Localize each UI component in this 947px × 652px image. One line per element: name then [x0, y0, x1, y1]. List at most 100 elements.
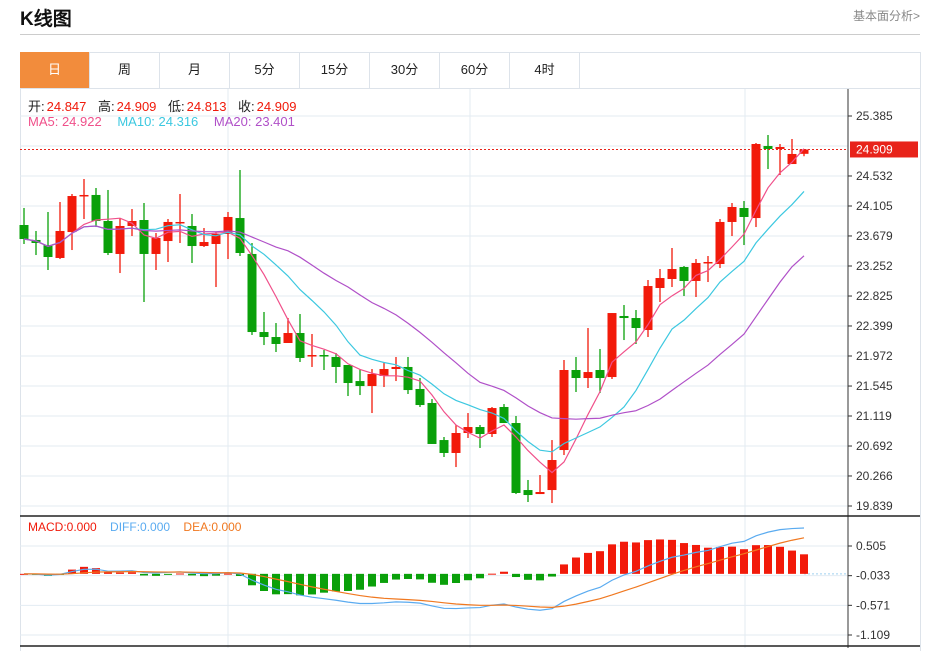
candle-body [739, 207, 749, 217]
macd-bar [476, 573, 484, 579]
candle [427, 399, 437, 444]
candle-body [67, 196, 77, 233]
candle-body [427, 402, 437, 444]
candle-body [559, 369, 569, 451]
macd-bar [272, 573, 280, 595]
candle-body [91, 194, 101, 221]
candle [355, 369, 365, 396]
candle-body [715, 221, 725, 265]
candle [331, 352, 341, 384]
candle [739, 201, 749, 246]
price-tick-label: 21.972 [856, 349, 893, 363]
macd-bar [800, 554, 808, 574]
candle-body [43, 245, 53, 257]
macd-bar [608, 544, 616, 574]
candle [67, 193, 77, 251]
macd-bar [452, 573, 460, 583]
candle [571, 356, 581, 393]
candle [343, 365, 353, 397]
dea-line [23, 537, 805, 608]
candle [583, 328, 593, 389]
candle-body [55, 230, 65, 258]
candle [79, 179, 89, 220]
candle [607, 313, 617, 380]
tab-week[interactable]: 周 [90, 52, 160, 88]
candle-body [763, 146, 773, 149]
high-value: 24.909 [116, 99, 157, 114]
candle [271, 323, 281, 352]
tab-month[interactable]: 月 [160, 52, 230, 88]
macd-bar [560, 564, 568, 574]
candle-body [115, 225, 125, 254]
macd-bar [764, 545, 772, 574]
candle-body [319, 355, 329, 357]
ma20-line [23, 225, 805, 420]
candle-body [535, 492, 545, 495]
candle-body [79, 194, 89, 197]
macd-bar [284, 573, 292, 595]
tab-4hour[interactable]: 4时 [510, 52, 580, 88]
macd-bar [728, 546, 736, 574]
candle [631, 310, 641, 344]
candle [175, 193, 185, 243]
macd-bar [656, 539, 664, 574]
candle-body [727, 206, 737, 222]
candle [523, 479, 533, 502]
fundamental-analysis-link[interactable]: 基本面分析> [852, 9, 920, 23]
candle [727, 202, 737, 237]
macd-bar [236, 573, 244, 576]
macd-bar [92, 568, 100, 574]
candle-body [703, 261, 713, 264]
candle [595, 348, 605, 393]
candle-body [283, 333, 293, 343]
candle-body [379, 369, 389, 376]
macd-bar [512, 573, 520, 578]
candle-body [139, 220, 149, 254]
candle-body [667, 269, 677, 280]
price-tick-label: 21.545 [856, 379, 893, 393]
candle-body [499, 406, 509, 424]
macd-tick-label: 0.505 [856, 539, 886, 553]
price-tick-label: 23.252 [856, 259, 893, 273]
candle [703, 256, 713, 283]
tab-day[interactable]: 日 [20, 52, 90, 88]
candle-body [415, 388, 425, 406]
candle-body [259, 332, 269, 338]
macd-bar [128, 572, 136, 574]
macd-bar [584, 552, 592, 574]
candle [691, 259, 701, 298]
candle-body [295, 333, 305, 358]
candle [535, 474, 545, 495]
low-value: 24.813 [186, 99, 227, 114]
candle-body [463, 427, 473, 434]
close-value: 24.909 [256, 99, 297, 114]
tab-60min[interactable]: 60分 [440, 52, 510, 88]
candle [655, 269, 665, 302]
price-tick-label: 22.399 [856, 319, 893, 333]
candle-body [151, 238, 161, 254]
macd-legend-value: MACD:0.000 [28, 520, 97, 534]
candle [307, 333, 317, 367]
candle-body [199, 242, 209, 247]
candle [415, 378, 425, 407]
ma5-legend: MA5: 24.922 [28, 114, 102, 129]
macd-bar [500, 571, 508, 574]
candle-body [211, 233, 221, 244]
diff-line [23, 527, 805, 611]
macd-bar [644, 540, 652, 574]
candle-body [355, 381, 365, 387]
candle [223, 211, 233, 260]
macd-bar [596, 551, 604, 574]
macd-bar [104, 572, 112, 574]
macd-bar [140, 573, 148, 576]
price-tick-label: 23.679 [856, 229, 893, 243]
macd-bar [260, 573, 268, 591]
tab-30min[interactable]: 30分 [370, 52, 440, 88]
macd-bar [632, 542, 640, 574]
period-tabs: 日 周 月 5分 15分 30分 60分 4时 [20, 52, 920, 89]
tab-5min[interactable]: 5分 [230, 52, 300, 88]
macd-bar [164, 573, 172, 575]
tab-15min[interactable]: 15分 [300, 52, 370, 88]
macd-bar [200, 573, 208, 577]
